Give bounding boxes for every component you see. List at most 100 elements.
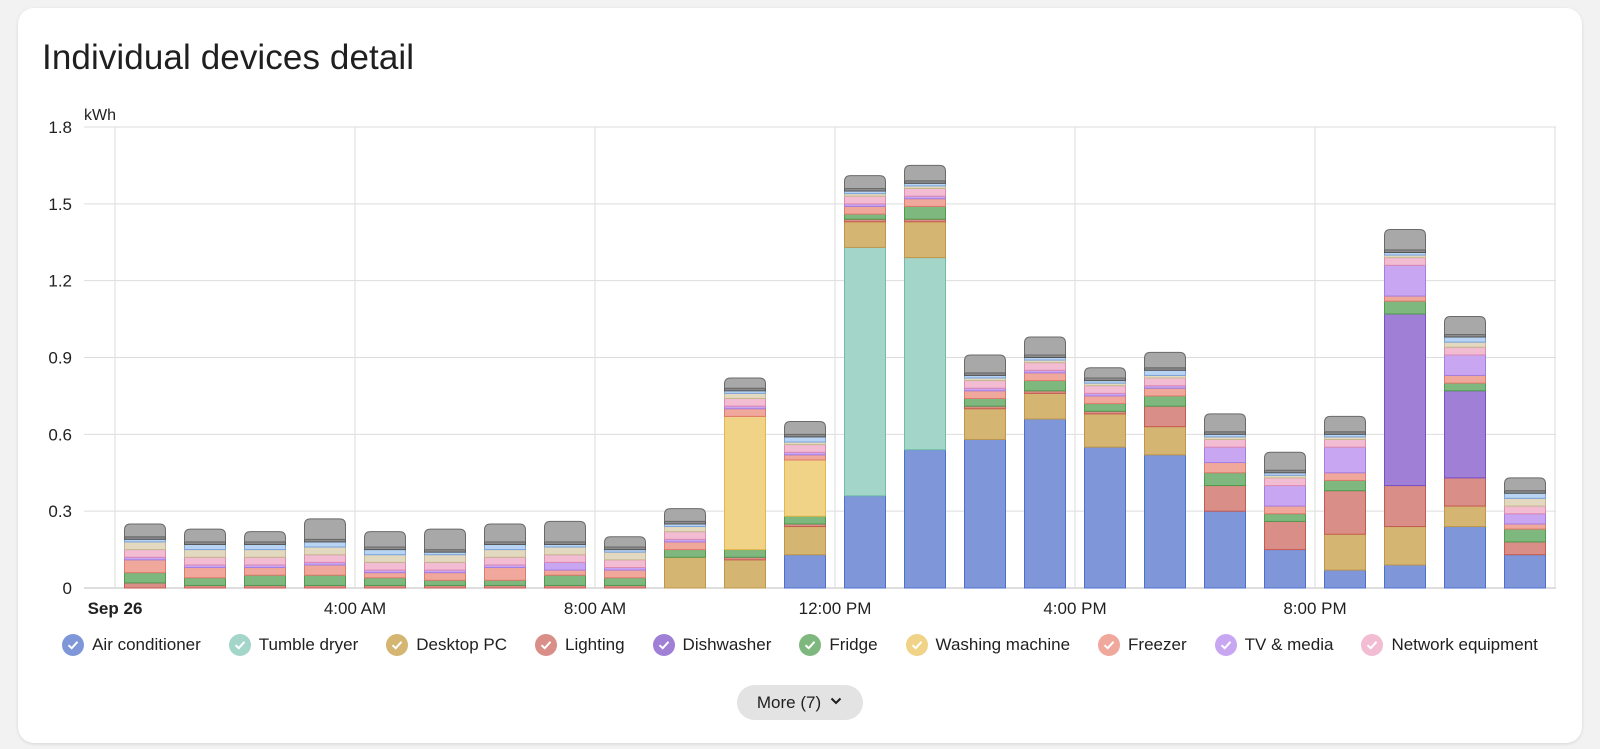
bar-segment[interactable] xyxy=(1384,295,1426,302)
bar-stack[interactable] xyxy=(364,531,406,589)
bar-segment[interactable] xyxy=(484,543,526,551)
bar-segment[interactable] xyxy=(1324,479,1366,492)
bar-segment[interactable] xyxy=(1324,446,1366,474)
bar-segment[interactable] xyxy=(424,561,466,571)
bar-segment[interactable] xyxy=(604,551,646,561)
bar-segment[interactable] xyxy=(1204,472,1246,487)
legend-item[interactable]: Network equipment xyxy=(1361,634,1538,656)
bar-stack[interactable] xyxy=(1384,228,1426,589)
bar-segment[interactable] xyxy=(784,554,826,589)
bar-segment[interactable] xyxy=(304,518,346,540)
bar-segment[interactable] xyxy=(124,549,166,558)
bar-segment[interactable] xyxy=(1444,390,1486,479)
bar-stack[interactable] xyxy=(1264,451,1306,589)
bar-segment[interactable] xyxy=(1204,510,1246,589)
bar-segment[interactable] xyxy=(544,569,586,576)
bar-segment[interactable] xyxy=(1024,362,1066,371)
bar-segment[interactable] xyxy=(484,549,526,558)
bar-segment[interactable] xyxy=(1384,257,1426,266)
bar-segment[interactable] xyxy=(844,205,886,215)
bar-segment[interactable] xyxy=(1504,528,1546,543)
bar-stack[interactable] xyxy=(1204,413,1246,589)
bar-segment[interactable] xyxy=(1504,497,1546,507)
bar-segment[interactable] xyxy=(1444,336,1486,343)
bar-segment[interactable] xyxy=(964,408,1006,440)
bar-stack[interactable] xyxy=(904,164,946,589)
bar-stack[interactable] xyxy=(484,523,526,589)
bar-segment[interactable] xyxy=(1324,415,1366,433)
bar-segment[interactable] xyxy=(1144,377,1186,387)
bar-segment[interactable] xyxy=(1024,336,1066,356)
bar-segment[interactable] xyxy=(1144,395,1186,407)
bar-segment[interactable] xyxy=(724,408,766,417)
bar-segment[interactable] xyxy=(1444,346,1486,356)
bar-segment[interactable] xyxy=(1204,485,1246,512)
bar-segment[interactable] xyxy=(1384,564,1426,589)
bar-segment[interactable] xyxy=(1084,395,1126,405)
bar-segment[interactable] xyxy=(664,541,706,551)
bar-segment[interactable] xyxy=(784,421,826,435)
bar-segment[interactable] xyxy=(724,415,766,551)
bar-segment[interactable] xyxy=(784,454,826,461)
bar-segment[interactable] xyxy=(1084,403,1126,412)
bar-segment[interactable] xyxy=(1444,477,1486,507)
bar-segment[interactable] xyxy=(1324,533,1366,571)
bar-stack[interactable] xyxy=(1324,415,1366,589)
bar-segment[interactable] xyxy=(1264,505,1306,515)
bar-segment[interactable] xyxy=(904,449,946,589)
bar-segment[interactable] xyxy=(1084,413,1126,448)
bar-segment[interactable] xyxy=(484,567,526,581)
bar-segment[interactable] xyxy=(664,508,706,522)
bar-segment[interactable] xyxy=(1504,513,1546,525)
bar-stack[interactable] xyxy=(544,520,586,589)
bar-stack[interactable] xyxy=(1444,316,1486,589)
bar-segment[interactable] xyxy=(364,572,406,579)
bar-stack[interactable] xyxy=(424,528,466,589)
bar-segment[interactable] xyxy=(1384,485,1426,528)
bar-segment[interactable] xyxy=(904,164,946,182)
bar-segment[interactable] xyxy=(664,556,706,589)
legend-item[interactable]: Tumble dryer xyxy=(228,634,358,656)
bar-segment[interactable] xyxy=(1444,316,1486,335)
bar-segment[interactable] xyxy=(1504,477,1546,492)
bar-segment[interactable] xyxy=(484,556,526,566)
bar-segment[interactable] xyxy=(364,549,406,556)
bar-segment[interactable] xyxy=(1144,405,1186,428)
bar-segment[interactable] xyxy=(784,515,826,525)
bar-segment[interactable] xyxy=(1084,446,1126,589)
bar-segment[interactable] xyxy=(784,436,826,443)
bar-stack[interactable] xyxy=(184,528,226,589)
bar-segment[interactable] xyxy=(304,564,346,576)
bar-segment[interactable] xyxy=(964,354,1006,374)
bar-segment[interactable] xyxy=(724,377,766,389)
bar-segment[interactable] xyxy=(784,526,826,556)
bar-segment[interactable] xyxy=(304,574,346,586)
bar-segment[interactable] xyxy=(184,567,226,579)
bar-segment[interactable] xyxy=(544,561,586,571)
bar-segment[interactable] xyxy=(1384,526,1426,566)
bar-segment[interactable] xyxy=(604,559,646,569)
bar-segment[interactable] xyxy=(1144,369,1186,376)
bar-segment[interactable] xyxy=(1324,569,1366,589)
bar-segment[interactable] xyxy=(784,459,826,517)
bar-segment[interactable] xyxy=(364,577,406,586)
bar-segment[interactable] xyxy=(904,205,946,220)
bar-segment[interactable] xyxy=(184,556,226,566)
bar-segment[interactable] xyxy=(424,554,466,563)
bar-segment[interactable] xyxy=(964,397,1006,407)
bar-segment[interactable] xyxy=(1204,413,1246,433)
bar-stack[interactable] xyxy=(1144,351,1186,589)
bar-segment[interactable] xyxy=(424,572,466,581)
bar-segment[interactable] xyxy=(244,531,286,543)
bar-segment[interactable] xyxy=(904,198,946,207)
bar-segment[interactable] xyxy=(1324,490,1366,535)
bar-segment[interactable] xyxy=(1384,228,1426,251)
legend-item[interactable]: Dishwasher xyxy=(652,634,771,656)
bar-segment[interactable] xyxy=(364,531,406,548)
bar-segment[interactable] xyxy=(1444,374,1486,384)
bar-segment[interactable] xyxy=(1324,472,1366,481)
bar-segment[interactable] xyxy=(544,574,586,586)
bar-segment[interactable] xyxy=(604,536,646,548)
bar-segment[interactable] xyxy=(784,444,826,453)
bar-stack[interactable] xyxy=(124,523,166,589)
